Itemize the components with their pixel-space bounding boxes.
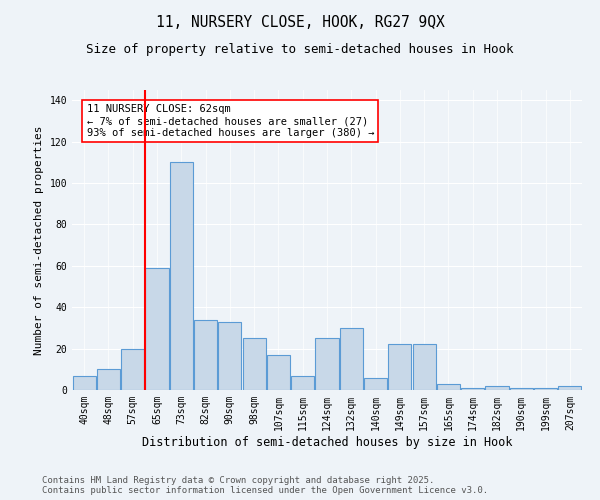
Bar	[145, 268, 169, 390]
Bar	[218, 322, 241, 390]
Bar	[461, 388, 484, 390]
Bar	[364, 378, 387, 390]
X-axis label: Distribution of semi-detached houses by size in Hook: Distribution of semi-detached houses by …	[142, 436, 512, 448]
Bar	[242, 338, 266, 390]
Bar	[316, 338, 338, 390]
Bar	[73, 376, 95, 390]
Bar	[340, 328, 363, 390]
Text: Size of property relative to semi-detached houses in Hook: Size of property relative to semi-detach…	[86, 42, 514, 56]
Bar	[121, 348, 144, 390]
Bar	[534, 388, 557, 390]
Y-axis label: Number of semi-detached properties: Number of semi-detached properties	[34, 125, 44, 355]
Text: 11, NURSERY CLOSE, HOOK, RG27 9QX: 11, NURSERY CLOSE, HOOK, RG27 9QX	[155, 15, 445, 30]
Text: 11 NURSERY CLOSE: 62sqm
← 7% of semi-detached houses are smaller (27)
93% of sem: 11 NURSERY CLOSE: 62sqm ← 7% of semi-det…	[86, 104, 374, 138]
Bar	[559, 386, 581, 390]
Bar	[437, 384, 460, 390]
Bar	[291, 376, 314, 390]
Bar	[413, 344, 436, 390]
Bar	[267, 355, 290, 390]
Bar	[510, 388, 533, 390]
Bar	[485, 386, 509, 390]
Text: Contains HM Land Registry data © Crown copyright and database right 2025.
Contai: Contains HM Land Registry data © Crown c…	[42, 476, 488, 495]
Bar	[194, 320, 217, 390]
Bar	[170, 162, 193, 390]
Bar	[97, 370, 120, 390]
Bar	[388, 344, 412, 390]
